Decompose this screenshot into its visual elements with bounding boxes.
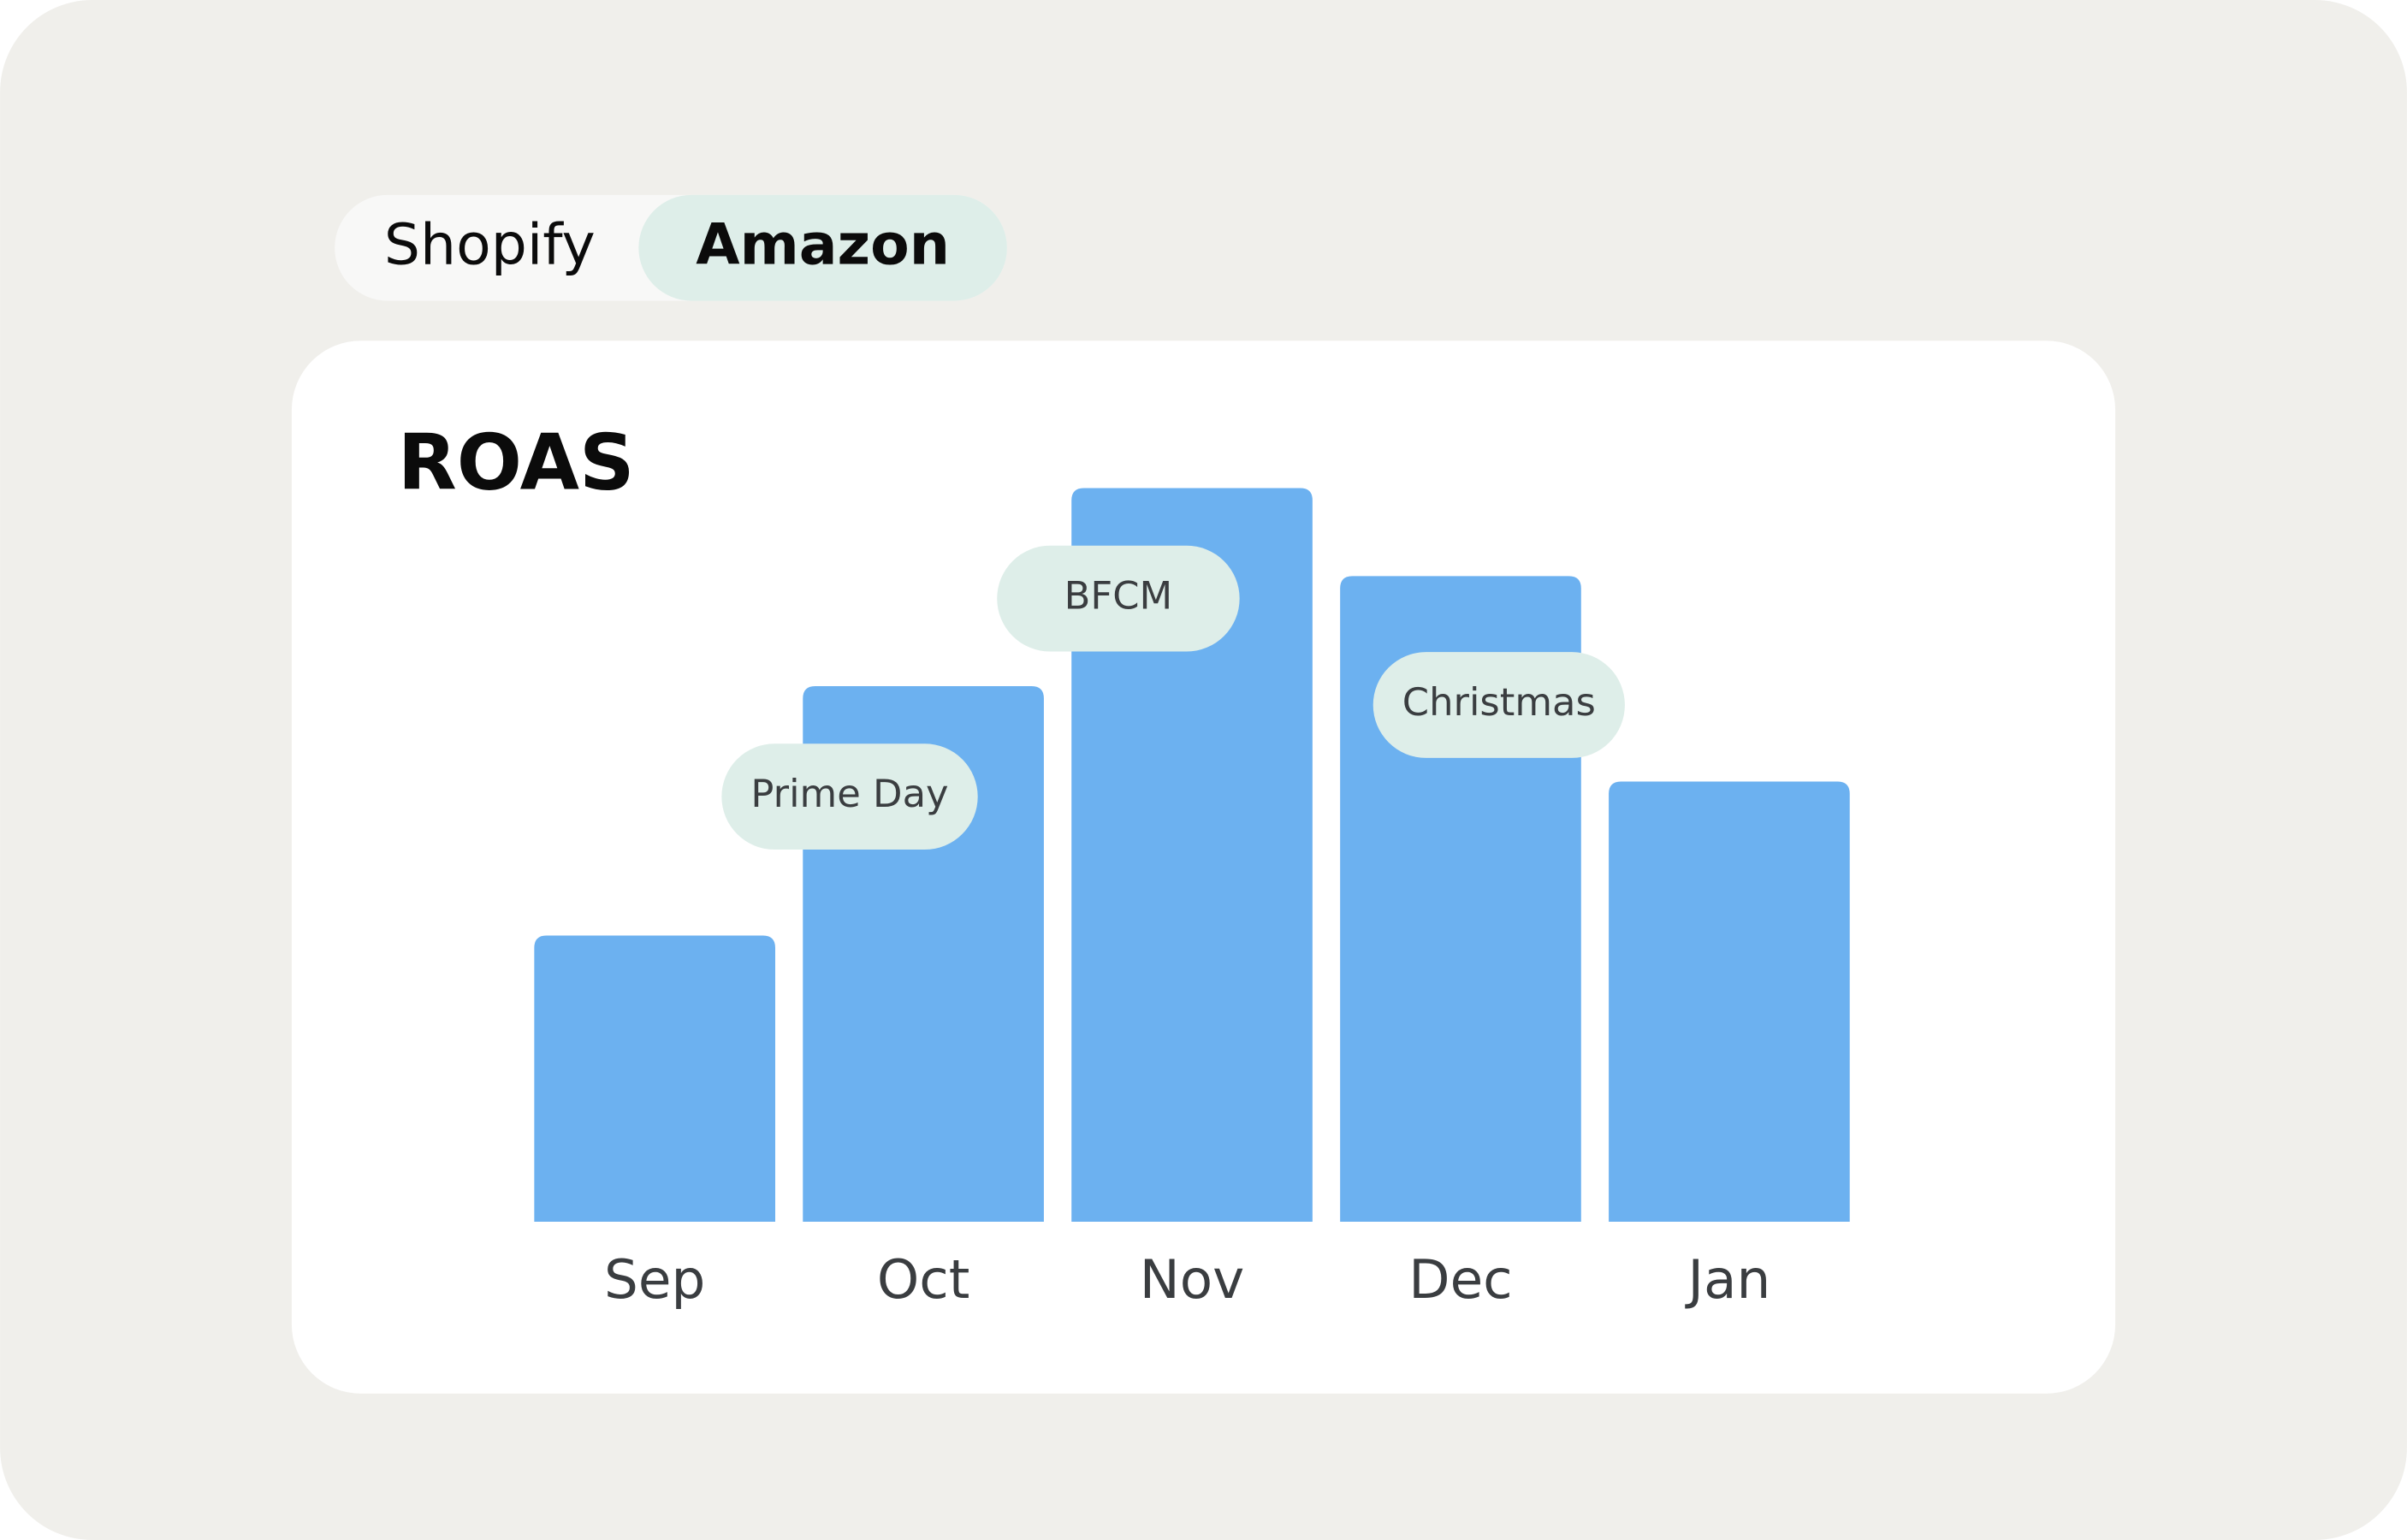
toggle-option[interactable]: Amazon <box>696 211 950 278</box>
chart-title: ROAS <box>398 419 635 508</box>
annotation-pill <box>1372 652 1625 758</box>
chart: Sep Oct Nov Dec Jan Prime Day BFCM Christmas <box>534 488 1850 1311</box>
annotation-pill <box>997 545 1240 652</box>
x-tick-label: Sep <box>604 1248 705 1311</box>
bar <box>1609 781 1850 1222</box>
x-tick-label: Jan <box>1685 1248 1771 1311</box>
x-tick-label: Nov <box>1140 1248 1245 1311</box>
annotation-pill <box>721 743 978 850</box>
bar <box>1071 488 1313 1222</box>
toggle-active[interactable] <box>638 194 1007 301</box>
annotation-label: BFCM <box>1064 573 1173 619</box>
x-tick-label: Oct <box>877 1248 970 1311</box>
bar <box>534 935 776 1222</box>
x-tick-label: Dec <box>1408 1248 1512 1311</box>
toggle-option[interactable]: Shopify <box>384 211 596 278</box>
annotation-label: Prime Day <box>750 771 948 816</box>
annotation-label: Christmas <box>1402 679 1596 725</box>
toggle-options: Shopify Amazon <box>384 194 1007 301</box>
